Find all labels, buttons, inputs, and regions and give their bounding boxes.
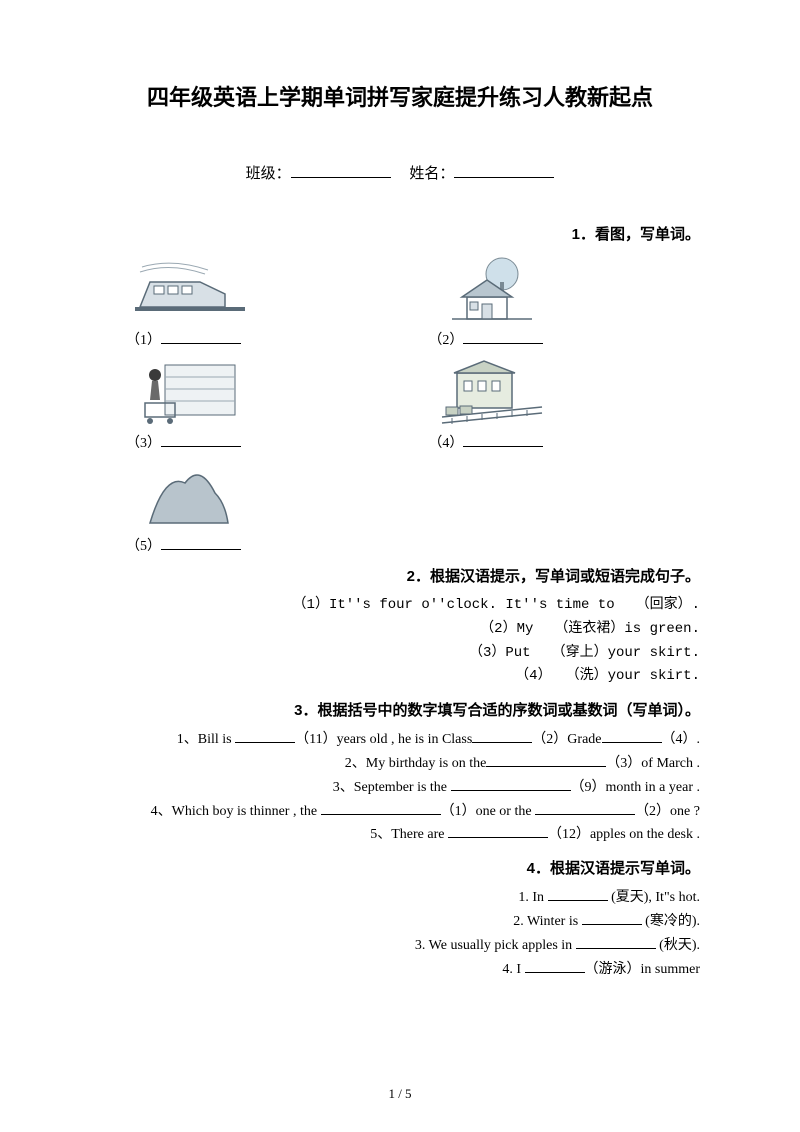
s3-l4c: （2）one ? [635, 804, 700, 819]
s3-blank-1b[interactable] [472, 742, 532, 743]
image-row-2: （3） （4） [100, 355, 700, 452]
s4-l1b: (夏天), It"s hot. [608, 890, 700, 905]
s3-l1c: （2）Grade [532, 732, 601, 747]
s3-l2b: （3）of March . [606, 756, 700, 771]
s3-blank-3[interactable] [451, 790, 571, 791]
s3-blank-1c[interactable] [602, 742, 662, 743]
section-1-heading: 1．看图，写单词。 [100, 223, 700, 244]
s3-blank-1a[interactable] [235, 742, 295, 743]
s4-blank-3[interactable] [576, 948, 656, 949]
s4-line-1: 1. In (夏天), It"s hot. [100, 886, 700, 910]
s3-l4b: （1）one or the [441, 804, 535, 819]
answer-blank-2[interactable] [463, 343, 543, 344]
s3-l3b: （9）month in a year . [571, 780, 700, 795]
image-row-3: （5） [100, 458, 700, 555]
caption-1: （1） [126, 333, 161, 348]
s3-l3a: 3、September is the [333, 780, 451, 795]
s4-line-2: 2. Winter is (寒冷的). [100, 910, 700, 934]
s4-blank-4[interactable] [525, 972, 585, 973]
class-blank[interactable] [291, 163, 391, 178]
name-label: 姓名： [409, 166, 454, 182]
s2-line-1: （1）It''s four o''clock. It''s time to （回… [100, 594, 700, 618]
shopping-icon [130, 355, 250, 430]
image-cell-4: （4） [422, 355, 680, 452]
caption-4: （4） [428, 436, 463, 451]
answer-blank-4[interactable] [463, 446, 543, 447]
s3-line-4: 4、Which boy is thinner , the （1）one or t… [100, 800, 700, 824]
s2-line-2: （2）My （连衣裙）is green. [100, 618, 700, 642]
image-row-1: （1） （2） [100, 252, 700, 349]
s4-l2a: 2. Winter is [513, 914, 581, 929]
caption-3: （3） [126, 436, 161, 451]
s4-blank-1[interactable] [548, 900, 608, 901]
s2-line-3: （3）Put （穿上）your skirt. [100, 642, 700, 666]
house-icon [432, 252, 552, 327]
section-2-heading: 2．根据汉语提示，写单词或短语完成句子。 [100, 565, 700, 586]
s3-l2a: 2、My birthday is on the [345, 756, 487, 771]
s3-line-3: 3、September is the （9）month in a year . [100, 776, 700, 800]
page-title: 四年级英语上学期单词拼写家庭提升练习人教新起点 [100, 80, 700, 112]
s3-l4a: 4、Which boy is thinner , the [151, 804, 321, 819]
s3-l5a: 5、There are [370, 827, 448, 842]
s3-l1d: （4）. [662, 732, 701, 747]
s3-blank-4b[interactable] [535, 814, 635, 815]
answer-blank-3[interactable] [161, 446, 241, 447]
s4-l4a: 4. I [502, 962, 524, 977]
s4-l3a: 3. We usually pick apples in [415, 938, 576, 953]
name-blank[interactable] [454, 163, 554, 178]
s3-line-5: 5、There are （12）apples on the desk . [100, 823, 700, 847]
section-2-body: （1）It''s four o''clock. It''s time to （回… [100, 594, 700, 689]
s3-l5b: （12）apples on the desk . [548, 827, 700, 842]
student-info: 班级： 姓名： [100, 162, 700, 183]
s4-line-3: 3. We usually pick apples in (秋天). [100, 934, 700, 958]
mountain-icon [130, 458, 250, 533]
image-cell-2: （2） [422, 252, 680, 349]
image-cell-3: （3） [120, 355, 378, 452]
s3-line-1: 1、Bill is （11）years old , he is in Class… [100, 728, 700, 752]
station-icon [432, 355, 552, 430]
answer-blank-5[interactable] [161, 549, 241, 550]
caption-2: （2） [428, 333, 463, 348]
section-3-heading: 3．根据括号中的数字填写合适的序数词或基数词（写单词）。 [100, 699, 700, 720]
s4-l1a: 1. In [518, 890, 547, 905]
train-icon [130, 252, 250, 327]
s3-blank-5[interactable] [448, 837, 548, 838]
s3-l1a: 1、Bill is [177, 732, 235, 747]
s2-line-4: （4） （洗）your skirt. [100, 665, 700, 689]
s4-l3b: (秋天). [656, 938, 700, 953]
section-3-body: 1、Bill is （11）years old , he is in Class… [100, 728, 700, 847]
s4-line-4: 4. I （游泳）in summer [100, 958, 700, 982]
image-cell-1: （1） [120, 252, 378, 349]
answer-blank-1[interactable] [161, 343, 241, 344]
s3-l1b: （11）years old , he is in Class [295, 732, 472, 747]
class-label: 班级： [246, 166, 291, 182]
s3-blank-4a[interactable] [321, 814, 441, 815]
image-cell-5: （5） [120, 458, 378, 555]
s4-blank-2[interactable] [582, 924, 642, 925]
page-number: 1 / 5 [100, 1086, 700, 1102]
s3-line-2: 2、My birthday is on the （3）of March . [100, 752, 700, 776]
section-4-heading: 4．根据汉语提示写单词。 [100, 857, 700, 878]
s3-blank-2[interactable] [486, 766, 606, 767]
caption-5: （5） [126, 539, 161, 554]
section-4-body: 1. In (夏天), It"s hot. 2. Winter is (寒冷的)… [100, 886, 700, 981]
s4-l4b: （游泳）in summer [585, 962, 701, 977]
s4-l2b: (寒冷的). [642, 914, 700, 929]
